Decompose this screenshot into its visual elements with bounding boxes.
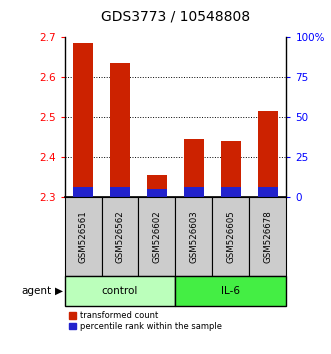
Text: GSM526561: GSM526561 [78,210,87,263]
Bar [184,187,204,198]
Text: control: control [102,286,138,296]
Bar [175,276,286,306]
Text: agent: agent [22,286,52,296]
Text: GSM526603: GSM526603 [189,210,198,263]
Bar [138,198,175,276]
Bar [249,198,286,276]
Bar [258,111,278,198]
Bar [221,187,241,198]
Text: IL-6: IL-6 [221,286,240,296]
Bar [110,63,130,198]
Bar [73,187,93,198]
Bar [147,175,167,198]
Bar [175,198,213,276]
Text: ▶: ▶ [55,286,63,296]
Text: GSM526678: GSM526678 [263,210,272,263]
Text: GSM526602: GSM526602 [153,210,162,263]
Bar [102,198,138,276]
Text: GDS3773 / 10548808: GDS3773 / 10548808 [101,9,250,23]
Bar [110,187,130,198]
Text: GSM526605: GSM526605 [226,210,235,263]
Bar [65,198,102,276]
Bar [65,276,175,306]
Bar [258,187,278,198]
Bar [73,43,93,198]
Text: GSM526562: GSM526562 [116,210,124,263]
Bar [147,189,167,198]
Bar [221,141,241,198]
Legend: transformed count, percentile rank within the sample: transformed count, percentile rank withi… [69,311,221,331]
Bar [213,198,249,276]
Bar [184,139,204,198]
